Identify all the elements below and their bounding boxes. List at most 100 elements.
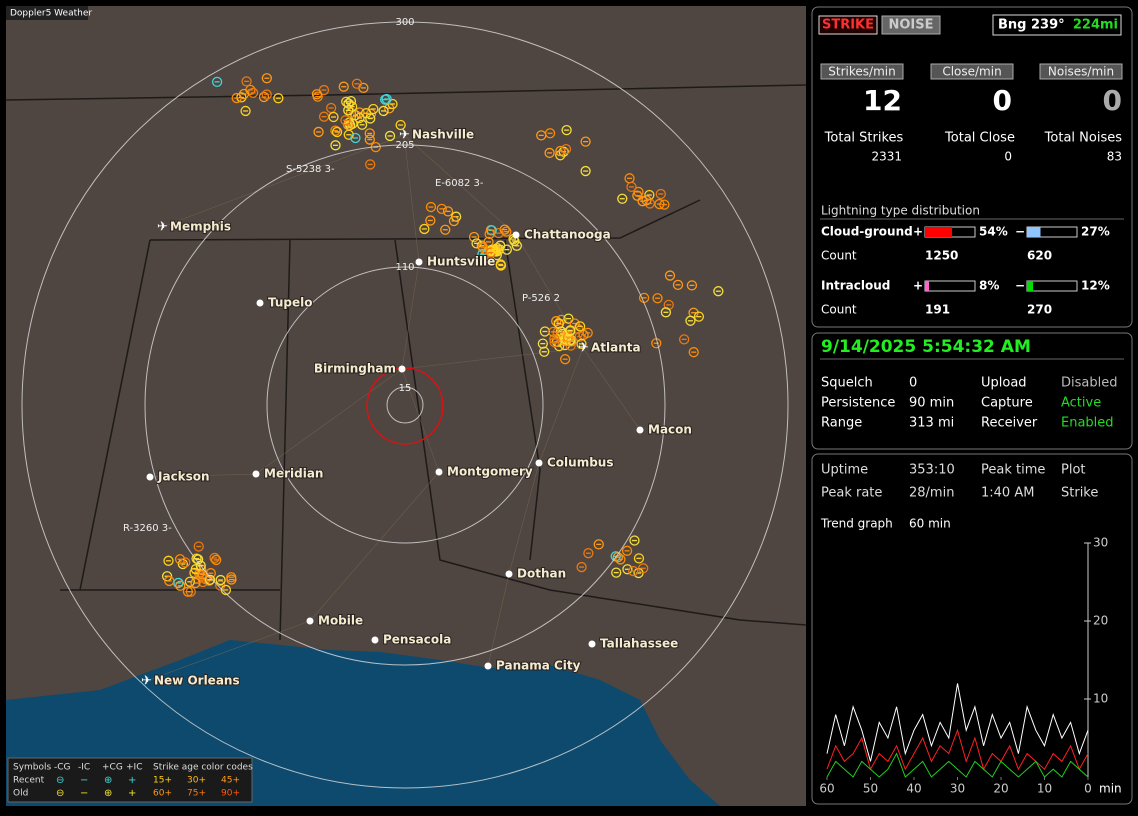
strike <box>686 280 698 291</box>
setting-label: Upload <box>981 376 1027 391</box>
strike <box>384 130 396 142</box>
strike <box>368 103 379 115</box>
ring-label: 110 <box>395 262 414 273</box>
strike <box>580 165 591 177</box>
strike <box>220 584 232 596</box>
city-label: Mobile <box>318 614 363 628</box>
x-tick-label: 30 <box>950 782 965 796</box>
rate-label-box <box>1039 63 1123 80</box>
setting-value: Active <box>1061 396 1101 411</box>
city-dot <box>398 365 406 373</box>
x-tick-label: 10 <box>1037 782 1052 796</box>
city-dot <box>415 258 423 266</box>
city-label: Panama City <box>496 659 581 673</box>
count-value: 270 <box>1027 303 1052 317</box>
percent-bar <box>1027 281 1033 291</box>
city-label: Columbus <box>547 456 614 470</box>
stat-value: 353:10 <box>909 463 955 478</box>
strike <box>713 286 724 297</box>
noise-mode[interactable]: NOISE <box>888 18 933 33</box>
type-label: Intracloud <box>821 279 890 293</box>
strike <box>261 89 272 100</box>
storm-id: E-6082 3- <box>435 178 484 189</box>
strike <box>693 311 705 322</box>
legend: Symbols -CG -IC +CG +IC Strike age color code… <box>7 757 253 803</box>
count-value: 620 <box>1027 249 1052 263</box>
stat-label: Peak time <box>981 463 1045 478</box>
strike <box>611 567 622 578</box>
sign: + <box>913 279 923 293</box>
ring-label: 205 <box>395 140 414 151</box>
setting-value: Enabled <box>1061 416 1114 431</box>
strike <box>572 323 584 335</box>
percent-bar <box>925 227 952 237</box>
total-label: Total Strikes <box>824 131 904 146</box>
strike <box>425 201 437 213</box>
city-dot <box>371 636 379 644</box>
city-label: Jackson <box>157 470 210 484</box>
rate-label-box <box>930 63 1014 80</box>
percent-label: 8% <box>979 279 999 293</box>
strike <box>672 279 684 291</box>
strike <box>328 111 339 123</box>
legend-title: Symbols <box>13 763 52 773</box>
legend-row-label: Recent <box>13 776 45 786</box>
strike <box>615 554 626 565</box>
strike <box>163 555 174 566</box>
strike-mode[interactable]: STRIKE <box>822 18 874 33</box>
trend-period: 60 min <box>909 517 951 531</box>
side-panel: STRIKE NOISE Bng 239° 224mi Lightning ty… <box>811 6 1133 805</box>
strike <box>638 563 649 574</box>
count-label: Count <box>821 249 857 263</box>
strike <box>193 541 204 552</box>
strike <box>685 315 696 326</box>
city-label: New Orleans <box>154 674 240 688</box>
legend-symbol: + <box>128 788 136 799</box>
strike <box>197 576 209 588</box>
setting-label: Capture <box>981 396 1033 411</box>
trend-line <box>826 683 1089 762</box>
strike <box>164 575 175 587</box>
strike <box>190 577 201 589</box>
strike <box>312 91 323 102</box>
rate-label: Close/min <box>942 65 1001 79</box>
range-ring <box>144 144 666 666</box>
state-borders <box>5 84 807 641</box>
percent-track <box>1026 280 1078 292</box>
city-label: Tallahassee <box>600 637 678 651</box>
count-value: 1250 <box>925 249 958 263</box>
strike <box>338 81 349 92</box>
city-dot <box>535 459 543 467</box>
city-dot <box>484 662 492 670</box>
strike <box>688 347 699 358</box>
strike <box>354 112 365 124</box>
strike <box>343 98 354 109</box>
strike-button[interactable] <box>818 15 878 35</box>
strike <box>539 346 550 357</box>
total-value: 83 <box>1107 150 1122 164</box>
strike <box>351 78 363 89</box>
sign: − <box>1015 225 1025 239</box>
setting-label: Persistence <box>821 396 895 411</box>
strike <box>350 132 361 144</box>
sign: + <box>913 225 923 239</box>
strike <box>633 553 645 564</box>
noise-button[interactable] <box>881 15 941 35</box>
city-label: Birmingham <box>314 362 396 376</box>
strike <box>576 561 587 573</box>
strike <box>261 73 272 84</box>
percent-label: 27% <box>1081 225 1110 239</box>
total-label: Total Close <box>944 131 1015 146</box>
stat-label: Plot <box>1061 463 1086 478</box>
rate-label: Strikes/min <box>828 65 895 79</box>
legend-age: 60+ <box>153 789 172 799</box>
stat-value: 1:40 AM <box>981 486 1034 501</box>
strike <box>561 124 572 136</box>
strike <box>563 313 574 324</box>
strike <box>419 223 430 235</box>
strike <box>626 181 637 193</box>
x-tick-label: 50 <box>863 782 878 796</box>
strike <box>622 564 633 575</box>
strike <box>204 574 216 585</box>
airport-icon: ✈ <box>578 341 589 356</box>
